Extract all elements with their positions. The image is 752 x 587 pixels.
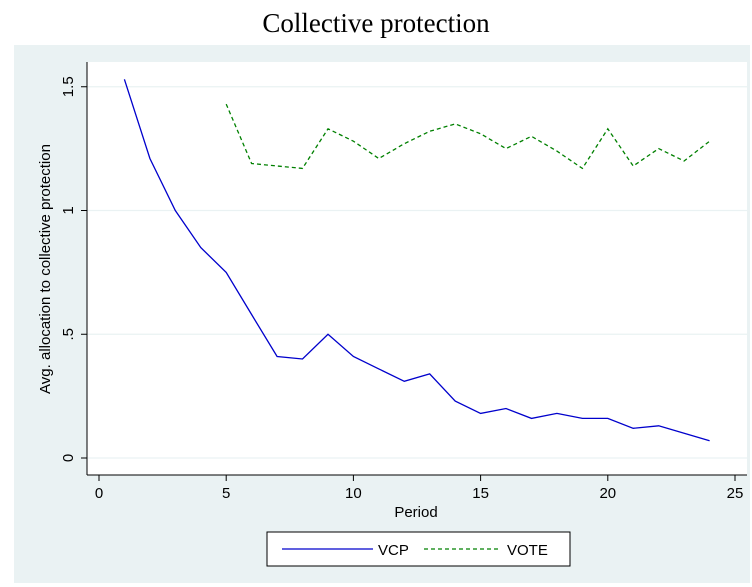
plot-area <box>87 62 747 475</box>
legend-label-vcp: VCP <box>378 542 409 559</box>
series-line-vote <box>225 103 710 170</box>
x-tick-label: 20 <box>599 485 616 502</box>
legend-label-vote: VOTE <box>507 542 548 559</box>
x-tick-label: 10 <box>345 485 362 502</box>
y-tick-label: 0 <box>60 454 77 462</box>
chart-title: Collective protection <box>262 8 490 38</box>
series-line-vcp <box>123 79 710 442</box>
x-tick-label: 5 <box>222 485 230 502</box>
x-axis-label: Period <box>394 504 437 521</box>
x-tick-label: 25 <box>727 485 744 502</box>
y-tick-label: .5 <box>60 328 77 341</box>
x-tick-label: 15 <box>472 485 489 502</box>
y-axis-label: Avg. allocation to collective protection <box>37 144 54 394</box>
legend: VCP VOTE <box>266 531 571 567</box>
y-tick-label: 1.5 <box>60 76 77 97</box>
x-tick-label: 0 <box>95 485 103 502</box>
y-tick-label: 1 <box>60 206 77 214</box>
